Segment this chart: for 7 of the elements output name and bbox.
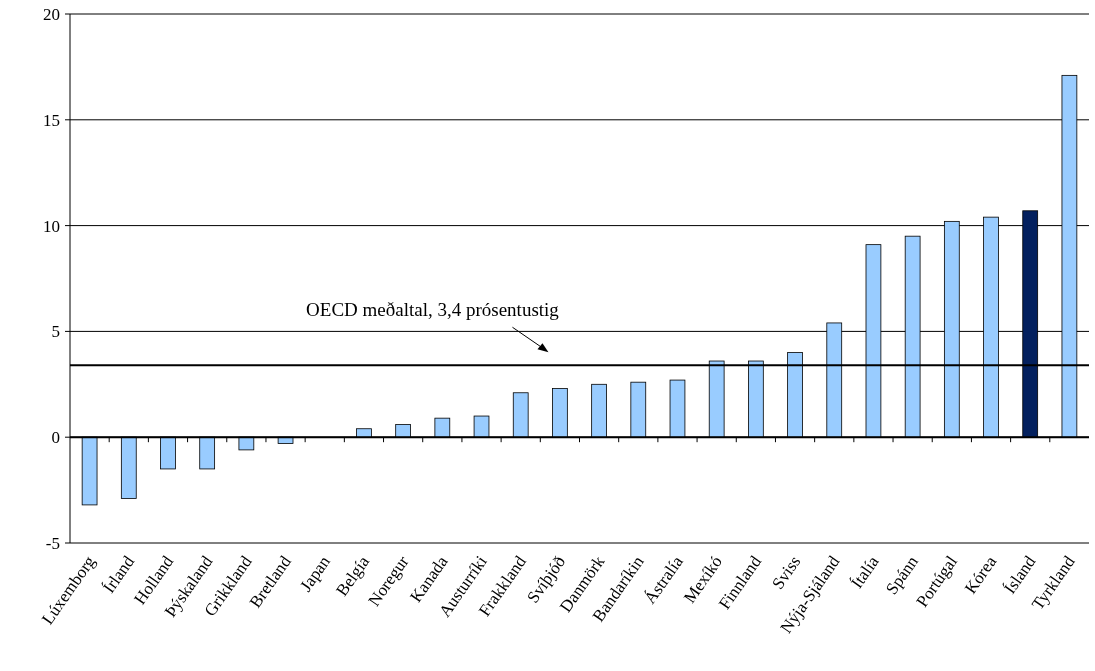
y-tick-label: 0	[51, 428, 60, 448]
y-tick-label: 20	[43, 4, 60, 24]
y-tick-label: 15	[43, 110, 60, 130]
ref-line-label: OECD meðaltal, 3,4 prósentustig	[306, 299, 560, 321]
y-tick-label: -5	[45, 533, 60, 553]
y-tick-label: 10	[43, 216, 60, 236]
y-tick-label: 5	[51, 322, 60, 342]
